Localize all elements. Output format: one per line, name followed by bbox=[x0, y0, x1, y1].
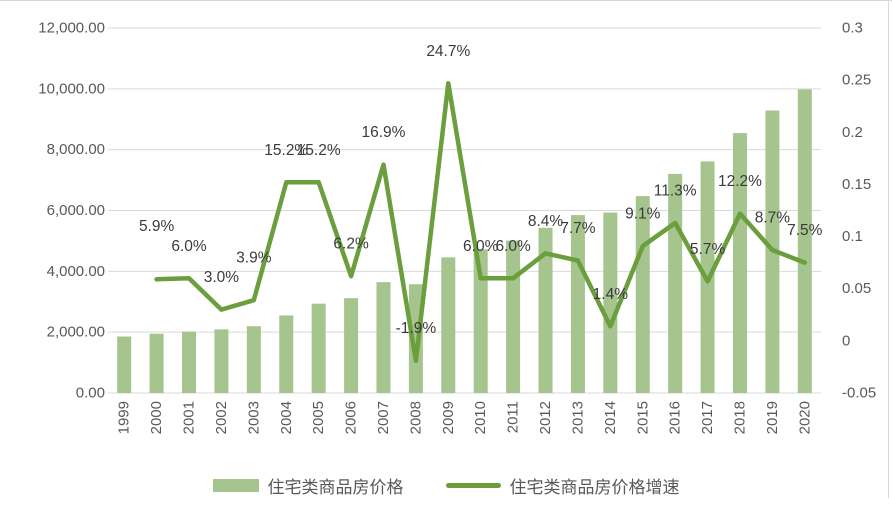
bar-2011 bbox=[506, 240, 521, 393]
left-axis-tick-label: 10,000.00 bbox=[38, 80, 105, 97]
bar-2000 bbox=[149, 333, 164, 393]
x-axis-tick-label: 2000 bbox=[148, 401, 165, 434]
x-axis-tick-label: 2010 bbox=[472, 401, 489, 434]
x-axis-tick-label: 2014 bbox=[602, 401, 619, 434]
x-axis-tick-label: 2013 bbox=[569, 401, 586, 434]
right-axis-tick-label: 0.15 bbox=[842, 176, 871, 193]
x-axis-tick-label: 2004 bbox=[278, 401, 295, 434]
bar-2013 bbox=[570, 215, 585, 393]
x-axis-tick-label: 2018 bbox=[731, 401, 748, 434]
bar-2008 bbox=[408, 284, 423, 393]
x-axis-tick-label: 1999 bbox=[116, 401, 133, 434]
x-axis-tick-label: 2007 bbox=[375, 401, 392, 434]
bar-2009 bbox=[441, 257, 456, 393]
data-label-2020: 7.5% bbox=[787, 222, 823, 239]
data-label-2017: 5.7% bbox=[690, 241, 726, 258]
data-label-2006: 6.2% bbox=[333, 236, 369, 253]
data-label-2007: 16.9% bbox=[362, 124, 406, 141]
bar-1999 bbox=[117, 336, 132, 393]
x-axis-tick-label: 2006 bbox=[343, 401, 360, 434]
data-label-2012: 8.4% bbox=[528, 213, 564, 230]
right-axis-tick-label: 0.1 bbox=[842, 228, 863, 245]
bar-2006 bbox=[344, 298, 359, 393]
bar-2020 bbox=[797, 89, 812, 394]
data-label-2018: 12.2% bbox=[718, 173, 762, 190]
data-label-2016: 11.3% bbox=[654, 183, 697, 200]
left-axis-tick-label: 8,000.00 bbox=[47, 141, 105, 158]
left-axis-tick-label: 0.00 bbox=[76, 385, 105, 402]
legend-item-price: 住宅类商品房价格 bbox=[212, 473, 404, 498]
bar-2010 bbox=[473, 249, 488, 393]
bar-2003 bbox=[246, 326, 261, 393]
data-label-2013: 7.7% bbox=[560, 220, 596, 237]
chart-border-top bbox=[0, 0, 892, 1]
growth-line bbox=[154, 81, 808, 363]
legend-label-growth: 住宅类商品房价格增速 bbox=[509, 478, 680, 497]
x-axis-tick-label: 2016 bbox=[667, 401, 684, 434]
legend-label-price: 住宅类商品房价格 bbox=[267, 478, 404, 497]
legend-item-growth: 住宅类商品房价格增速 bbox=[445, 473, 680, 498]
x-axis-tick-label: 2012 bbox=[537, 401, 554, 434]
bar-2018 bbox=[732, 133, 747, 393]
bar-2001 bbox=[182, 331, 197, 393]
data-label-2001: 6.0% bbox=[171, 238, 207, 255]
bar-2004 bbox=[279, 315, 294, 393]
data-label-2014: 1.4% bbox=[593, 286, 629, 303]
x-axis-tick-label: 2008 bbox=[407, 401, 424, 434]
x-axis-tick-label: 2003 bbox=[245, 401, 262, 434]
left-axis-tick-label: 4,000.00 bbox=[47, 263, 105, 280]
chart-legend: 住宅类商品房价格 住宅类商品房价格增速 bbox=[0, 473, 892, 498]
data-label-2011: 6.0% bbox=[495, 238, 531, 255]
x-axis-tick-label: 2019 bbox=[764, 401, 781, 434]
bar-2007 bbox=[376, 282, 391, 393]
data-label-2000: 5.9% bbox=[139, 218, 175, 235]
right-axis-tick-label: 0.05 bbox=[842, 280, 871, 297]
x-axis-tick-label: 2015 bbox=[634, 401, 651, 434]
right-axis-tick-label: 0.3 bbox=[842, 20, 863, 37]
right-axis-tick-label: 0.2 bbox=[842, 124, 863, 141]
data-label-2009: 24.7% bbox=[426, 43, 470, 60]
x-axis-tick-label: 2005 bbox=[310, 401, 327, 434]
bar-2002 bbox=[214, 329, 229, 393]
left-axis-tick-label: 6,000.00 bbox=[47, 202, 105, 219]
data-label-2004: 15.2% bbox=[264, 142, 308, 159]
bar-2012 bbox=[538, 227, 553, 393]
chart-border-right bbox=[888, 0, 889, 498]
right-axis-tick-label: 0 bbox=[842, 332, 850, 349]
x-axis-tick-label: 2001 bbox=[181, 401, 198, 434]
x-axis-tick-label: 2020 bbox=[796, 401, 813, 434]
data-label-2002: 3.0% bbox=[204, 269, 240, 286]
data-label-2005: 15.2% bbox=[297, 142, 341, 159]
data-label-2010: 6.0% bbox=[463, 238, 499, 255]
bar-series-swatch-icon bbox=[212, 479, 259, 492]
right-axis-tick-label: -0.05 bbox=[842, 385, 876, 402]
line-series-swatch-icon bbox=[445, 483, 501, 488]
data-label-2003: 3.9% bbox=[236, 250, 272, 267]
data-label-2015: 9.1% bbox=[625, 205, 661, 222]
bar-2005 bbox=[311, 303, 326, 393]
x-axis-tick-label: 2009 bbox=[440, 401, 457, 434]
data-label-2008: -1.9% bbox=[396, 320, 437, 337]
x-axis-tick-label: 2017 bbox=[699, 401, 716, 434]
left-axis-tick-label: 2,000.00 bbox=[47, 324, 105, 341]
left-axis-tick-label: 12,000.00 bbox=[38, 20, 105, 37]
bar-2015 bbox=[635, 196, 650, 393]
x-axis-tick-label: 2011 bbox=[505, 401, 522, 433]
x-axis-tick-label: 2002 bbox=[213, 401, 230, 434]
bar-2016 bbox=[668, 173, 683, 393]
bar-2014 bbox=[603, 212, 618, 393]
right-axis-tick-label: 0.25 bbox=[842, 72, 871, 89]
data-label-2019: 8.7% bbox=[755, 210, 791, 227]
